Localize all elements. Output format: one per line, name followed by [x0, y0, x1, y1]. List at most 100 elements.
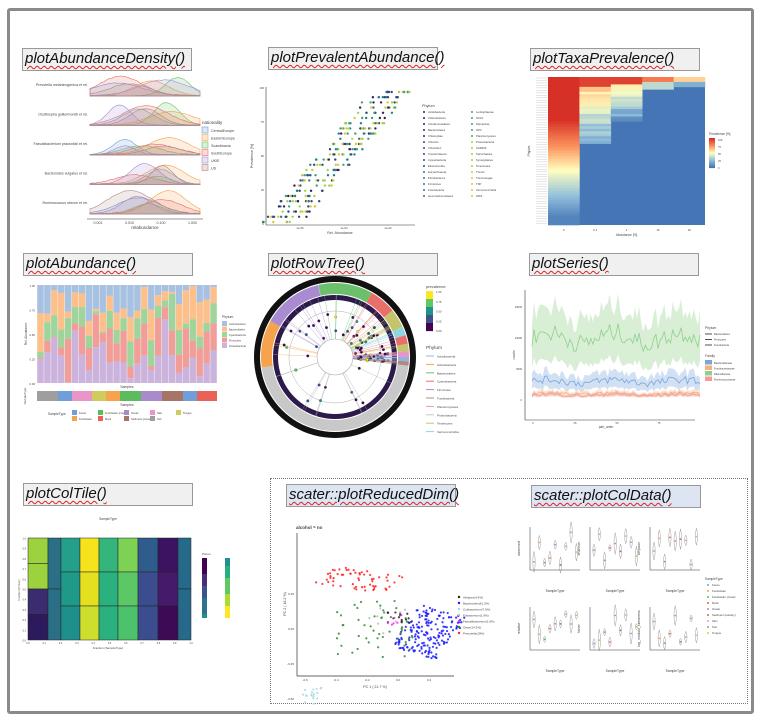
data-point	[690, 617, 692, 620]
data-point	[415, 623, 418, 626]
data-point	[312, 163, 316, 166]
tree-node	[307, 324, 311, 328]
legend-title: nationality	[202, 120, 223, 125]
data-point	[339, 127, 342, 130]
data-point	[446, 638, 450, 641]
data-point	[332, 179, 335, 182]
data-point	[311, 168, 314, 172]
stacked-bar-segment	[92, 314, 100, 348]
stacked-bar-segment	[51, 337, 58, 383]
data-point	[386, 579, 389, 582]
stacked-bar-segment	[99, 331, 106, 334]
data-point	[318, 200, 321, 203]
heatmap-cell	[610, 116, 643, 120]
data-point	[396, 621, 399, 624]
data-point	[362, 132, 365, 135]
data-point	[339, 132, 343, 135]
data-point	[426, 644, 429, 647]
heatmap-cell	[579, 91, 612, 95]
tree-branch	[281, 325, 320, 349]
violin	[673, 605, 677, 626]
heatmap-cell	[579, 109, 612, 112]
violin	[608, 636, 612, 648]
legend-label: Tongue	[183, 411, 192, 415]
data-point	[327, 580, 330, 584]
data-point	[366, 570, 369, 573]
data-point	[345, 158, 349, 161]
legend-label: Elusimicrobia	[428, 164, 445, 168]
legend-swatch	[225, 606, 230, 610]
data-point	[554, 622, 557, 625]
data-point	[653, 550, 655, 552]
tree-node	[362, 325, 365, 328]
data-point	[401, 626, 404, 629]
legend-label: Firmicutes	[714, 338, 727, 342]
data-point	[272, 220, 275, 224]
stacked-bar-segment	[78, 285, 86, 294]
colorbar-segment	[709, 156, 715, 158]
data-point	[418, 649, 421, 652]
heatmap-cell	[610, 84, 643, 88]
heatmap-cell	[548, 153, 580, 157]
data-point	[332, 580, 335, 583]
violin	[597, 527, 601, 542]
violin	[613, 532, 617, 555]
heatmap-cell	[610, 106, 643, 110]
tree-branch	[349, 322, 387, 348]
legend-dot	[707, 584, 709, 586]
data-point	[336, 163, 340, 166]
data-point	[369, 583, 372, 586]
legend-title: Family	[705, 354, 715, 358]
legend-swatch	[202, 586, 207, 590]
heatmap-cell	[548, 195, 580, 199]
colorbar-segment	[426, 294, 433, 296]
title-plot-taxa-prevalence: plotTaxaPrevalence()	[530, 48, 700, 71]
data-point	[293, 184, 296, 187]
legend-label: Bacteroidaceae	[714, 361, 733, 365]
legend-label: Rikenellaceae	[714, 372, 731, 376]
data-point	[387, 106, 390, 109]
y-tick-label: 25	[261, 188, 265, 192]
x-tick-label: 1.0	[189, 642, 193, 645]
data-point	[356, 647, 359, 651]
data-point	[422, 610, 425, 613]
data-point	[425, 620, 428, 624]
legend-dot	[423, 141, 425, 143]
stacked-bar-segment	[64, 382, 72, 383]
legend-tick-label: 0.25	[436, 319, 442, 323]
data-point	[400, 614, 403, 617]
data-point	[435, 639, 439, 642]
legend-swatch	[202, 614, 207, 618]
data-point	[309, 189, 313, 192]
taxon-label: Ruminococcus obeum et rel.	[42, 201, 88, 205]
data-point	[305, 215, 308, 218]
heatmap-cell	[548, 173, 580, 176]
tree-node	[315, 345, 318, 349]
data-point	[347, 568, 350, 571]
legend-swatch	[202, 602, 207, 606]
legend-dot	[423, 147, 425, 149]
legend-label: Acidobacteria	[428, 110, 445, 114]
data-point	[332, 153, 336, 156]
legend-swatch	[225, 578, 230, 582]
data-point	[348, 148, 352, 151]
legend-dot	[471, 159, 473, 161]
data-point	[329, 575, 332, 578]
stacked-bar-segment	[168, 330, 176, 355]
data-point	[619, 550, 622, 553]
data-point	[412, 649, 415, 652]
heatmap-cell	[579, 84, 612, 88]
tree-branch	[352, 347, 397, 355]
stacked-bar-segment	[78, 307, 86, 327]
data-point	[427, 652, 430, 656]
data-point	[333, 569, 336, 572]
data-point	[441, 621, 444, 624]
data-point	[388, 630, 391, 633]
heatmap-cell	[610, 111, 643, 115]
data-point	[285, 220, 288, 224]
phylum-arc	[397, 357, 409, 362]
legend-tick-label: 50	[718, 152, 721, 156]
data-point	[431, 608, 434, 611]
data-point	[394, 106, 397, 109]
density-ridge	[89, 76, 201, 97]
